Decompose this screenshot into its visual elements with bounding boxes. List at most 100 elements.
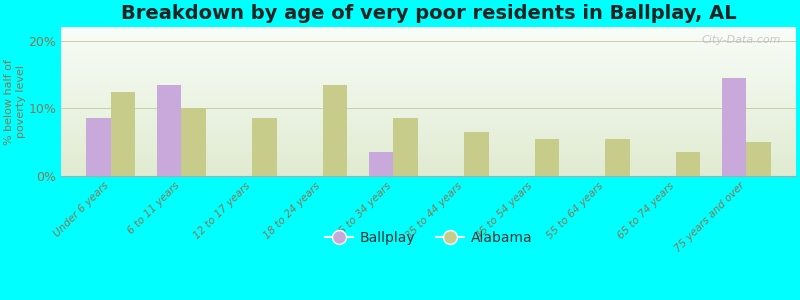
Bar [62, 109, 796, 110]
Bar [62, 96, 796, 97]
Bar [62, 154, 796, 155]
Bar [62, 115, 796, 116]
Bar [62, 110, 796, 112]
Bar [62, 61, 796, 63]
Bar [62, 136, 796, 137]
Bar [62, 145, 796, 146]
Bar [62, 88, 796, 90]
Bar [86, 118, 110, 176]
Bar [62, 161, 796, 162]
Bar [62, 151, 796, 152]
Bar [62, 32, 796, 33]
Bar [62, 50, 796, 51]
Bar [62, 63, 796, 64]
Bar [62, 70, 796, 72]
Bar [534, 139, 559, 176]
Bar [62, 69, 796, 70]
Bar [62, 142, 796, 143]
Bar [62, 81, 796, 82]
Bar [62, 102, 796, 103]
Bar [62, 124, 796, 125]
Bar [62, 168, 796, 170]
Bar [62, 36, 796, 38]
Bar [62, 60, 796, 61]
Bar [62, 48, 796, 50]
Bar [62, 105, 796, 106]
Bar [62, 39, 796, 41]
Bar [62, 29, 796, 31]
Bar [62, 167, 796, 168]
Bar [62, 139, 796, 140]
Bar [62, 75, 796, 76]
Bar [369, 152, 394, 176]
Bar [157, 85, 182, 176]
Bar [62, 80, 796, 81]
Bar [62, 42, 796, 44]
Bar [62, 133, 796, 134]
Bar [746, 142, 771, 176]
Bar [62, 56, 796, 57]
Bar [62, 127, 796, 128]
Bar [62, 121, 796, 122]
Text: City-Data.com: City-Data.com [702, 35, 781, 45]
Bar [62, 74, 796, 75]
Bar [62, 170, 796, 171]
Bar [62, 28, 796, 29]
Bar [62, 94, 796, 96]
Bar [62, 33, 796, 35]
Bar [62, 118, 796, 119]
Bar [322, 85, 347, 176]
Bar [62, 173, 796, 174]
Bar [62, 78, 796, 80]
Bar [62, 155, 796, 157]
Bar [62, 157, 796, 158]
Bar [62, 113, 796, 115]
Bar [62, 54, 796, 56]
Bar [62, 85, 796, 87]
Bar [62, 162, 796, 164]
Bar [62, 41, 796, 42]
Bar [62, 44, 796, 45]
Bar [62, 128, 796, 130]
Bar [62, 143, 796, 145]
Bar [62, 66, 796, 68]
Bar [676, 152, 701, 176]
Bar [62, 91, 796, 93]
Bar [62, 45, 796, 47]
Bar [62, 152, 796, 154]
Legend: Ballplay, Alabama: Ballplay, Alabama [319, 225, 538, 250]
Bar [62, 58, 796, 60]
Bar [62, 165, 796, 167]
Bar [394, 118, 418, 176]
Bar [62, 122, 796, 124]
Bar [722, 78, 746, 176]
Bar [62, 159, 796, 161]
Bar [62, 125, 796, 127]
Bar [62, 31, 796, 32]
Bar [62, 100, 796, 102]
Bar [62, 90, 796, 91]
Bar [62, 158, 796, 159]
Bar [464, 132, 489, 176]
Bar [62, 97, 796, 99]
Bar [62, 164, 796, 165]
Bar [62, 76, 796, 78]
Bar [62, 82, 796, 84]
Y-axis label: % below half of
poverty level: % below half of poverty level [4, 59, 26, 145]
Bar [62, 47, 796, 48]
Bar [62, 137, 796, 139]
Bar [62, 64, 796, 66]
Bar [62, 103, 796, 105]
Bar [62, 107, 796, 109]
Bar [62, 87, 796, 88]
Bar [62, 93, 796, 94]
Bar [62, 68, 796, 69]
Bar [62, 38, 796, 39]
Bar [62, 72, 796, 74]
Bar [62, 99, 796, 100]
Title: Breakdown by age of very poor residents in Ballplay, AL: Breakdown by age of very poor residents … [121, 4, 736, 23]
Bar [62, 149, 796, 151]
Bar [252, 118, 277, 176]
Bar [62, 148, 796, 149]
Bar [62, 171, 796, 173]
